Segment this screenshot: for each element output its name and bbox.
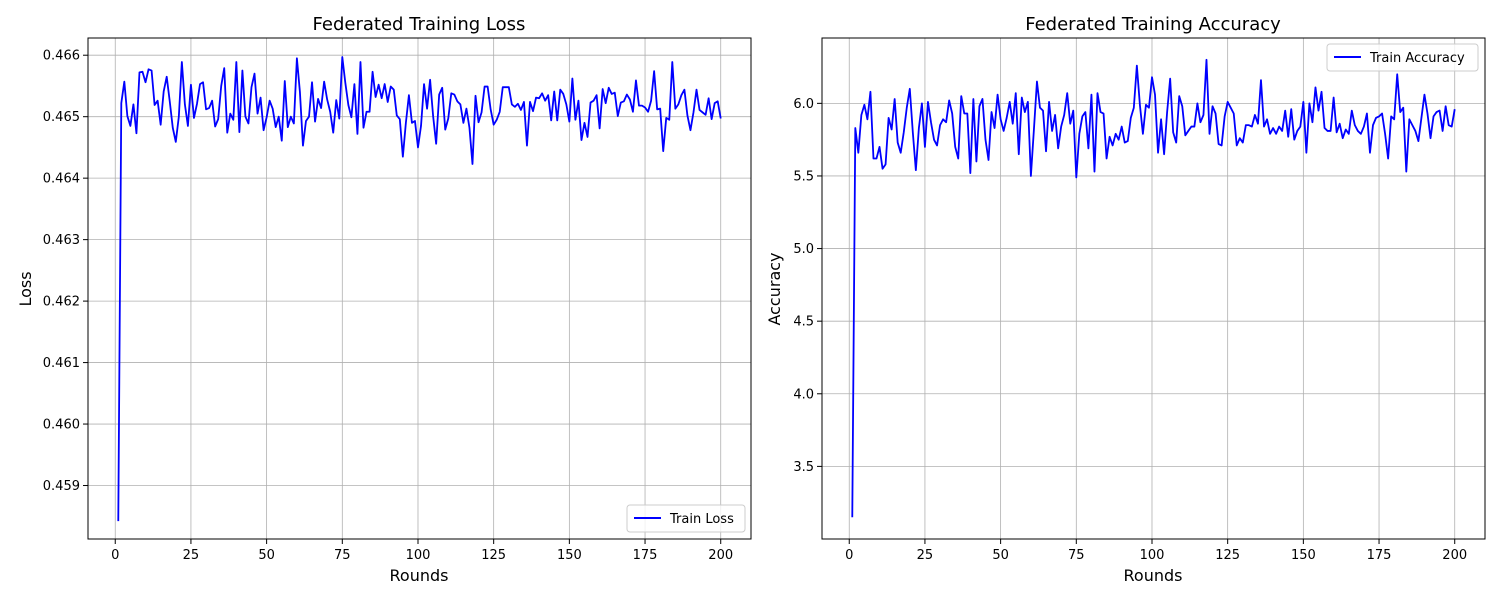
loss-x-tick-label: 150 (557, 548, 582, 563)
loss-y-tick-label: 0.459 (43, 479, 80, 494)
loss-plot-frame (87, 37, 752, 540)
loss-x-ticks: 0 25 50 75 100 125 150 175 200 (111, 539, 733, 563)
loss-chart-title: Federated Training Loss (313, 14, 526, 35)
accuracy-x-tick-label: 100 (1140, 548, 1165, 563)
loss-y-tick-label: 0.460 (43, 418, 80, 433)
loss-x-tick-label: 25 (183, 548, 200, 563)
loss-chart-panel: Federated Training Loss Rounds Loss 0 25 5… (16, 14, 752, 585)
loss-series-group (117, 56, 722, 522)
accuracy-x-tick-label: 175 (1367, 548, 1392, 563)
loss-legend: Train Loss (626, 504, 746, 533)
loss-x-tick-label: 75 (334, 548, 351, 563)
loss-y-tick-label: 0.465 (43, 110, 80, 125)
accuracy-x-tick-label: 75 (1068, 548, 1085, 563)
accuracy-x-tick-label: 125 (1215, 548, 1240, 563)
accuracy-legend: Train Accuracy (1326, 43, 1479, 72)
accuracy-x-tick-label: 50 (992, 548, 1009, 563)
loss-x-tick-label: 125 (481, 548, 506, 563)
loss-y-tick-label: 0.462 (43, 295, 80, 310)
accuracy-chart-title: Federated Training Accuracy (1025, 14, 1281, 35)
loss-y-axis-label: Loss (16, 271, 35, 306)
loss-y-tick-label: 0.466 (43, 49, 80, 64)
loss-x-axis-label: Rounds (390, 566, 449, 585)
accuracy-series-group (851, 58, 1456, 518)
accuracy-x-tick-label: 150 (1291, 548, 1316, 563)
accuracy-y-tick-label: 6.0 (793, 97, 814, 112)
accuracy-y-tick-label: 4.0 (793, 387, 814, 402)
accuracy-plot-frame (821, 37, 1486, 540)
loss-y-tick-label: 0.463 (43, 233, 80, 248)
accuracy-y-tick-label: 5.0 (793, 242, 814, 257)
accuracy-y-tick-label: 4.5 (793, 315, 814, 330)
loss-x-tick-label: 0 (111, 548, 119, 563)
loss-x-tick-label: 175 (633, 548, 658, 563)
accuracy-y-tick-label: 3.5 (793, 460, 814, 475)
loss-x-tick-label: 200 (708, 548, 733, 563)
loss-series-line (117, 56, 722, 522)
loss-y-ticks: 0.459 0.460 0.461 0.462 0.463 0.464 0.465 0.466 (43, 49, 88, 494)
accuracy-legend-label: Train Accuracy (1369, 51, 1465, 66)
loss-y-tick-label: 0.461 (43, 356, 80, 371)
loss-x-tick-label: 100 (406, 548, 431, 563)
loss-grid (88, 38, 751, 539)
accuracy-x-axis-label: Rounds (1124, 566, 1183, 585)
accuracy-x-ticks: 0 25 50 75 100 125 150 175 200 (845, 539, 1467, 563)
accuracy-chart-panel: Federated Training Accuracy Rounds Accur… (765, 14, 1486, 585)
accuracy-x-tick-label: 0 (845, 548, 853, 563)
accuracy-series-line (851, 58, 1456, 518)
loss-legend-label: Train Loss (669, 512, 734, 527)
accuracy-y-tick-label: 5.5 (793, 169, 814, 184)
accuracy-legend-box (1326, 43, 1479, 72)
accuracy-y-ticks: 3.5 4.0 4.5 5.0 5.5 6.0 (793, 97, 822, 475)
loss-x-tick-label: 50 (258, 548, 275, 563)
accuracy-x-tick-label: 200 (1442, 548, 1467, 563)
accuracy-x-tick-label: 25 (917, 548, 934, 563)
loss-y-tick-label: 0.464 (43, 172, 80, 187)
accuracy-y-axis-label: Accuracy (765, 252, 784, 325)
loss-legend-box (626, 504, 746, 533)
